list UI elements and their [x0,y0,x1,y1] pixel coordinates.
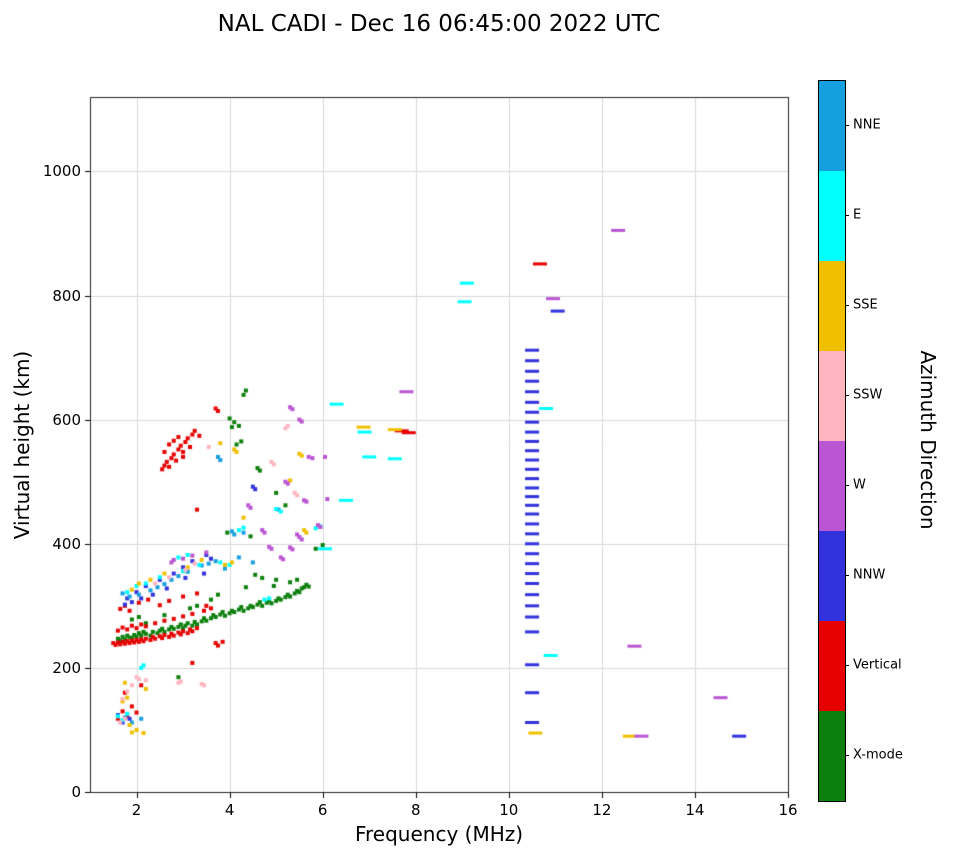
colorbar-label-nnw: NNW [853,567,886,583]
colorbar-tick [845,665,849,666]
x-tick-label: 4 [224,801,235,819]
colorbar-tick [845,125,849,126]
x-tick-label: 2 [131,801,142,819]
colorbar-label-vertical: Vertical [853,657,902,673]
colorbar-tick [845,485,849,486]
colorbar-seg-vertical [819,621,845,711]
y-tick-label: 1000 [42,162,81,181]
y-axis-label: Virtual height (km) [10,350,34,540]
colorbar-tick [845,755,849,756]
colorbar-tick [845,215,849,216]
x-tick-label: 16 [778,801,798,819]
colorbar-seg-sse [819,261,845,351]
colorbar-seg-x-mode [819,711,845,801]
colorbar-seg-nne [819,81,845,171]
colorbar-title: Azimuth Direction [916,350,940,530]
colorbar-seg-nnw [819,531,845,621]
colorbar-label-e: E [853,207,862,223]
colorbar-tick [845,575,849,576]
x-tick-label: 8 [410,801,421,819]
x-tick-label: 10 [499,801,519,819]
colorbar-tick [845,305,849,306]
y-tick-label: 0 [71,783,81,801]
x-tick-label: 6 [317,801,328,819]
colorbar-seg-w [819,441,845,531]
y-tick-label: 800 [52,286,81,305]
colorbar-label-x-mode: X-mode [853,747,903,763]
colorbar-label-w: W [853,477,866,493]
colorbar-label-ssw: SSW [853,387,883,403]
colorbar-label-nne: NNE [853,117,881,133]
colorbar-seg-ssw [819,351,845,441]
colorbar-label-sse: SSE [853,297,878,313]
colorbar-tick [845,395,849,396]
y-tick-label: 400 [52,534,81,553]
x-tick-label: 14 [685,801,705,819]
y-tick-label: 200 [52,658,81,677]
colorbar-seg-e [819,171,845,261]
colorbar [818,80,846,802]
x-axis-label: Frequency (MHz) [354,822,524,846]
x-tick-label: 12 [592,801,612,819]
y-tick-label: 600 [52,410,81,429]
